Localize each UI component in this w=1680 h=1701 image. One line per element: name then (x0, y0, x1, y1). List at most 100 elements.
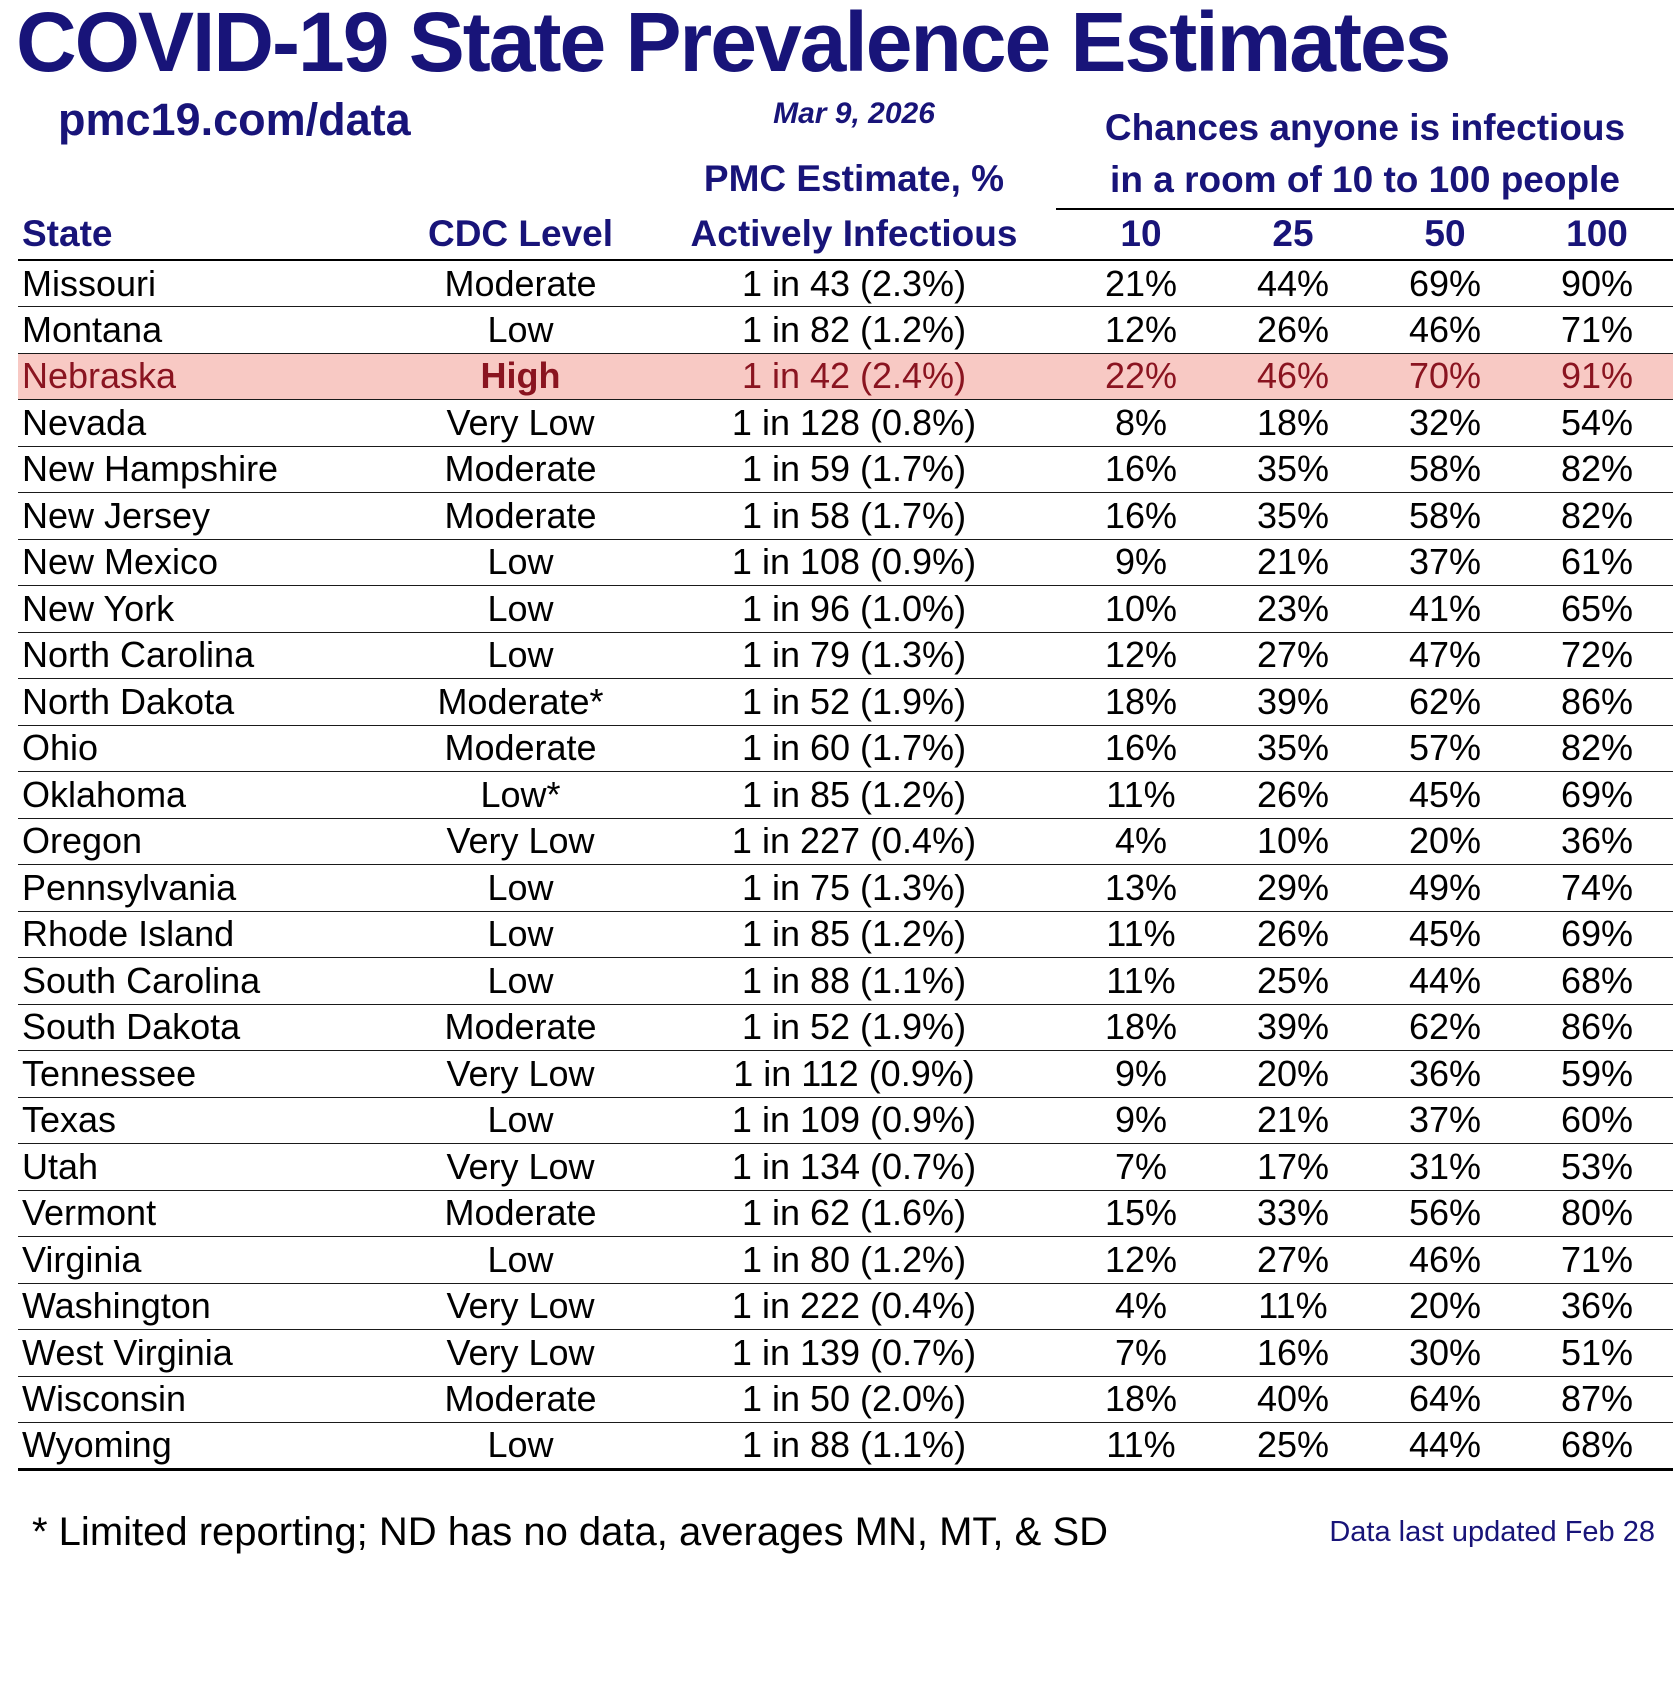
table-row: New York Low 1 in 96 (1.0%) 10% 23% 41% 65% (18, 585, 1673, 633)
pmc-estimate-cell: 1 in 80 (1.2%) (643, 1236, 1065, 1284)
room-100-cell: 82% (1521, 725, 1673, 772)
state-cell: Tennessee (18, 1050, 398, 1098)
room-10-cell: 9% (1065, 1097, 1217, 1144)
room-10-cell: 4% (1065, 818, 1217, 865)
pmc-estimate-cell: 1 in 96 (1.0%) (643, 585, 1065, 633)
table-row: Missouri Moderate 1 in 43 (2.3%) 21% 44% 69% 9… (18, 260, 1673, 307)
room-10-cell: 4% (1065, 1283, 1217, 1330)
room-100-cell: 90% (1521, 260, 1673, 307)
room-25-cell: 35% (1217, 492, 1369, 540)
room-25-cell: 29% (1217, 864, 1369, 912)
room-100-cell: 71% (1521, 306, 1673, 354)
col-header-room-25: 25 (1217, 213, 1369, 261)
source-link[interactable]: pmc19.com/data (58, 94, 411, 145)
pmc-estimate-cell: 1 in 43 (2.3%) (643, 260, 1065, 307)
room-25-cell: 27% (1217, 1236, 1369, 1284)
pmc-estimate-cell: 1 in 79 (1.3%) (643, 632, 1065, 679)
chances-header-line2: in a room of 10 to 100 people (1110, 159, 1620, 200)
room-50-cell: 64% (1369, 1376, 1521, 1423)
col-header-cdc-level: CDC Level (398, 213, 643, 261)
state-cell: Utah (18, 1143, 398, 1191)
pmc-estimate-cell: 1 in 112 (0.9%) (643, 1050, 1065, 1098)
room-10-cell: 13% (1065, 864, 1217, 912)
room-25-cell: 20% (1217, 1050, 1369, 1098)
cdc-level-cell: Moderate (398, 1190, 643, 1237)
room-10-cell: 7% (1065, 1143, 1217, 1191)
table-row: New Hampshire Moderate 1 in 59 (1.7%) 16% 35… (18, 446, 1673, 493)
room-50-cell: 58% (1369, 492, 1521, 540)
table-row: Pennsylvania Low 1 in 75 (1.3%) 13% 29% 49% 74… (18, 864, 1673, 912)
room-100-cell: 80% (1521, 1190, 1673, 1237)
room-10-cell: 12% (1065, 306, 1217, 354)
state-cell: North Dakota (18, 678, 398, 726)
room-50-cell: 56% (1369, 1190, 1521, 1237)
col-header-room-100: 100 (1521, 213, 1673, 261)
state-cell: New York (18, 585, 398, 633)
room-10-cell: 9% (1065, 539, 1217, 586)
room-10-cell: 16% (1065, 725, 1217, 772)
state-cell: Ohio (18, 725, 398, 772)
table-row: Oregon Very Low 1 in 227 (0.4%) 4% 10% 20% 36% (18, 818, 1673, 865)
room-50-cell: 49% (1369, 864, 1521, 912)
room-25-cell: 44% (1217, 260, 1369, 307)
table-row: Wyoming Low 1 in 88 (1.1%) 11% 25% 44% 68% (18, 1422, 1673, 1471)
table-row: Virginia Low 1 in 80 (1.2%) 12% 27% 46% 71% (18, 1236, 1673, 1284)
room-25-cell: 25% (1217, 1422, 1369, 1471)
table-row: North Dakota Moderate* 1 in 52 (1.9%) 18% 39… (18, 678, 1673, 726)
room-25-cell: 17% (1217, 1143, 1369, 1191)
room-10-cell: 12% (1065, 632, 1217, 679)
room-10-cell: 18% (1065, 1376, 1217, 1423)
room-10-cell: 11% (1065, 957, 1217, 1005)
room-10-cell: 8% (1065, 399, 1217, 447)
cdc-level-cell: Low* (398, 771, 643, 819)
pmc-estimate-cell: 1 in 108 (0.9%) (643, 539, 1065, 586)
room-50-cell: 37% (1369, 539, 1521, 586)
state-cell: Montana (18, 306, 398, 354)
room-100-cell: 59% (1521, 1050, 1673, 1098)
room-50-cell: 20% (1369, 818, 1521, 865)
room-100-cell: 54% (1521, 399, 1673, 447)
cdc-level-cell: Very Low (398, 1283, 643, 1330)
room-100-cell: 61% (1521, 539, 1673, 586)
room-25-cell: 39% (1217, 678, 1369, 726)
cdc-level-cell: Low (398, 585, 643, 633)
cdc-level-cell: Moderate (398, 446, 643, 493)
cdc-level-cell: Low (398, 864, 643, 912)
room-50-cell: 46% (1369, 306, 1521, 354)
table-row: Washington Very Low 1 in 222 (0.4%) 4% 11% 20… (18, 1283, 1673, 1330)
cdc-level-cell: Low (398, 911, 643, 958)
col-header-state: State (18, 213, 398, 261)
table-row: Utah Very Low 1 in 134 (0.7%) 7% 17% 31% 53% (18, 1143, 1673, 1191)
cdc-level-cell: Moderate (398, 725, 643, 772)
room-100-cell: 36% (1521, 1283, 1673, 1330)
room-25-cell: 16% (1217, 1329, 1369, 1377)
room-50-cell: 44% (1369, 957, 1521, 1005)
pmc-estimate-cell: 1 in 227 (0.4%) (643, 818, 1065, 865)
room-100-cell: 51% (1521, 1329, 1673, 1377)
state-cell: Nevada (18, 399, 398, 447)
report-footer: * Limited reporting; ND has no data, ave… (18, 1510, 1673, 1555)
room-25-cell: 26% (1217, 771, 1369, 819)
cdc-level-cell: Moderate (398, 260, 643, 307)
state-cell: South Dakota (18, 1004, 398, 1051)
cdc-level-cell: Very Low (398, 1329, 643, 1377)
state-cell: Rhode Island (18, 911, 398, 958)
table-row: Nevada Very Low 1 in 128 (0.8%) 8% 18% 32% 54% (18, 399, 1673, 447)
pmc-estimate-cell: 1 in 88 (1.1%) (643, 1422, 1065, 1471)
room-100-cell: 82% (1521, 446, 1673, 493)
page-title: COVID-19 State Prevalence Estimates (16, 0, 1451, 89)
col-header-room-10: 10 (1065, 213, 1217, 261)
table-row: Tennessee Very Low 1 in 112 (0.9%) 9% 20% 36%… (18, 1050, 1673, 1098)
pmc-estimate-cell: 1 in 58 (1.7%) (643, 492, 1065, 540)
room-50-cell: 57% (1369, 725, 1521, 772)
room-25-cell: 39% (1217, 1004, 1369, 1051)
room-50-cell: 32% (1369, 399, 1521, 447)
room-100-cell: 86% (1521, 678, 1673, 726)
cdc-level-cell: Low (398, 632, 643, 679)
room-50-cell: 20% (1369, 1283, 1521, 1330)
table-row: Vermont Moderate 1 in 62 (1.6%) 15% 33% 56% 80… (18, 1190, 1673, 1237)
room-100-cell: 36% (1521, 818, 1673, 865)
cdc-level-cell: Low (398, 539, 643, 586)
room-100-cell: 65% (1521, 585, 1673, 633)
